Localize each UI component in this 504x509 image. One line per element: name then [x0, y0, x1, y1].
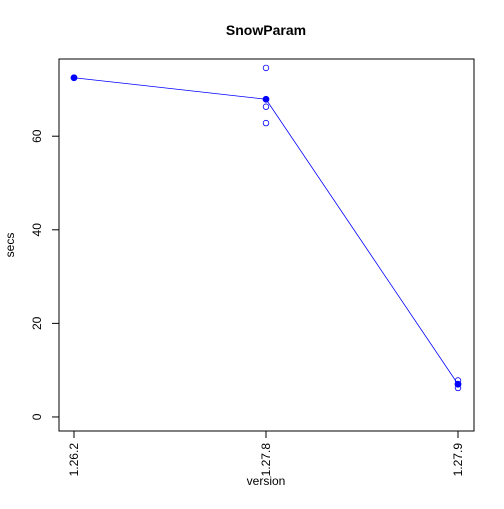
plot-box: [58, 58, 475, 432]
y-axis: 0 20 40 60: [30, 129, 60, 420]
y-tick-label: 0: [30, 413, 44, 420]
x-axis: 1.26.2 1.27.8 1.27.9: [67, 430, 465, 477]
chart-title: SnowParam: [226, 22, 306, 38]
median-point: [70, 74, 78, 82]
median-point: [262, 95, 270, 103]
median-point: [454, 380, 462, 388]
x-tick-label: 1.27.8: [259, 443, 273, 477]
observation-point: [262, 103, 270, 110]
y-tick-label: 20: [30, 316, 44, 330]
x-tick-label: 1.27.9: [451, 443, 465, 477]
median-line: [73, 77, 459, 385]
data-points: [70, 64, 462, 392]
observation-point: [262, 119, 270, 127]
y-tick-label: 40: [30, 223, 44, 237]
y-tick-label: 60: [30, 129, 44, 143]
median-series-line: [73, 77, 459, 385]
observation-point: [262, 64, 270, 72]
y-axis-label: secs: [3, 233, 17, 258]
x-tick-label: 1.26.2: [67, 443, 81, 477]
x-axis-label: version: [247, 474, 286, 488]
